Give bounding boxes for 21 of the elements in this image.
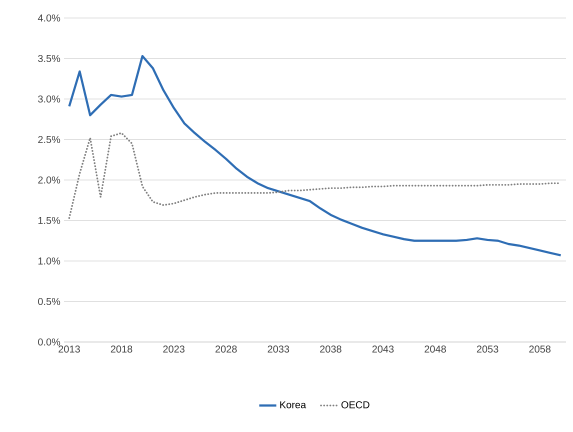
- y-tick-label: 3.0%: [38, 95, 60, 103]
- y-tick-label: 0.0%: [38, 338, 60, 346]
- y-tick-label: 1.0%: [38, 257, 60, 265]
- x-tick-label: 2043: [372, 346, 394, 353]
- x-tick-label: 2038: [320, 346, 342, 353]
- y-tick-label: 2.0%: [38, 176, 60, 184]
- x-tick-label: 2028: [215, 346, 237, 353]
- y-tick-label: 3.5%: [38, 54, 60, 62]
- x-tick-label: 2013: [58, 346, 80, 353]
- x-tick-label: 2033: [268, 346, 290, 353]
- x-tick-label: 2058: [529, 346, 551, 353]
- x-tick-label: 2048: [424, 346, 446, 353]
- y-tick-label: 0.5%: [38, 298, 60, 306]
- y-tick-label: 4.0%: [38, 14, 60, 22]
- legend-label: Korea: [280, 401, 306, 408]
- x-tick-label: 2053: [476, 346, 498, 353]
- legend-label: OECD: [341, 401, 370, 408]
- y-tick-label: 1.5%: [38, 216, 60, 224]
- x-tick-label: 2023: [163, 346, 184, 353]
- x-tick-label: 2018: [110, 346, 132, 353]
- y-tick-label: 2.5%: [38, 136, 60, 144]
